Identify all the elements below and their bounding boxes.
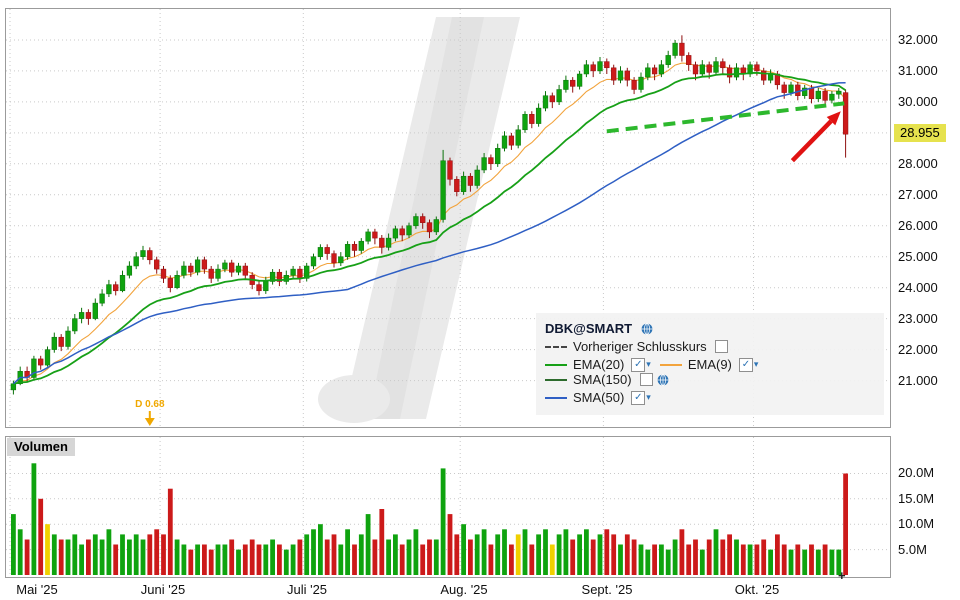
volume-bars xyxy=(11,463,848,575)
price-tick-label: 32.000 xyxy=(898,32,938,47)
price-tick-label: 22.000 xyxy=(898,342,938,357)
prev-close-checkbox[interactable] xyxy=(714,340,728,353)
price-tick-label: 30.000 xyxy=(898,94,938,109)
chevron-down-icon[interactable]: ▾ xyxy=(753,359,759,369)
legend-item-ema9[interactable]: EMA(9) ✓ ▾ xyxy=(659,357,759,372)
price-tick-label: 25.000 xyxy=(898,249,938,264)
legend-label-sma50: SMA(50) xyxy=(573,390,625,405)
ema9-line-sample xyxy=(659,363,682,366)
legend-ma-row: EMA(20) ✓ ▾ EMA(9) ✓ ▾ SMA(150) xyxy=(545,357,875,387)
legend-item-sma50[interactable]: SMA(50) ✓ ▾ xyxy=(545,390,651,405)
volume-panel[interactable]: Volumen xyxy=(5,436,891,578)
volume-tick-label: 5.0M xyxy=(898,542,927,557)
dividend-marker: D 0.68 xyxy=(135,399,165,426)
candles xyxy=(10,35,849,395)
price-tick-label: 23.000 xyxy=(898,311,938,326)
alert-arrow xyxy=(790,111,841,163)
x-axis-month-label: Juni '25 xyxy=(140,582,186,597)
trendline xyxy=(606,101,845,134)
legend-prev-close-row: Vorheriger Schlusskurs xyxy=(545,339,875,354)
x-axis-month-label: Mai '25 xyxy=(16,582,58,597)
sma150-checkbox[interactable] xyxy=(639,373,653,386)
watermark xyxy=(318,17,520,423)
ema20-line-sample xyxy=(545,363,567,366)
x-axis-month-label: Okt. '25 xyxy=(734,582,780,597)
legend-item-ema20[interactable]: EMA(20) ✓ ▾ xyxy=(545,357,651,372)
sma150-line-sample xyxy=(545,378,567,381)
price-tick-label: 28.000 xyxy=(898,156,938,171)
last-price-label: 28.955 xyxy=(894,124,946,142)
legend-title-row: DBK@SMART xyxy=(545,321,875,336)
volume-panel-title: Volumen xyxy=(7,438,75,456)
price-tick-label: 24.000 xyxy=(898,280,938,295)
checkbox-checked-icon[interactable]: ✓ xyxy=(631,357,646,372)
legend-label-sma150: SMA(150) xyxy=(573,372,632,387)
x-axis-month-label: Aug. '25 xyxy=(440,582,488,597)
symbol-title: DBK@SMART xyxy=(545,321,633,336)
price-tick-label: 21.000 xyxy=(898,373,938,388)
volume-tick-label: 20.0M xyxy=(898,465,935,480)
legend-sma50-row: SMA(50) ✓ ▾ xyxy=(545,390,875,405)
x-axis-month-label: Juli '25 xyxy=(286,582,328,597)
checkbox-checked-icon[interactable]: ✓ xyxy=(738,357,753,372)
chevron-down-icon[interactable]: ▾ xyxy=(646,359,651,369)
prev-close-line-sample xyxy=(545,345,567,348)
volume-tick-label: 15.0M xyxy=(898,491,935,506)
sma50-line-sample xyxy=(545,396,567,399)
legend-label-ema20: EMA(20) xyxy=(573,357,625,372)
price-tick-label: 27.000 xyxy=(898,187,938,202)
x-axis-month-label: Sept. '25 xyxy=(581,582,633,597)
globe-icon[interactable] xyxy=(657,373,669,386)
price-tick-label: 26.000 xyxy=(898,218,938,233)
globe-icon[interactable] xyxy=(641,322,653,335)
legend: DBK@SMART Vorheriger Schlusskurs EMA(20)… xyxy=(536,313,884,415)
legend-label-prev-close: Vorheriger Schlusskurs xyxy=(573,339,707,354)
price-panel[interactable]: D 0.68 DBK@SMART Vorheriger Schlusskurs … xyxy=(5,8,891,428)
volume-tick-label: 10.0M xyxy=(898,516,935,531)
legend-item-sma150[interactable]: SMA(150) xyxy=(545,372,669,387)
price-chart[interactable]: D 0.68 xyxy=(6,9,890,427)
volume-chart[interactable] xyxy=(6,437,890,577)
checkbox-checked-icon[interactable]: ✓ xyxy=(631,390,646,405)
svg-text:D 0.68: D 0.68 xyxy=(135,399,165,410)
cursor-marker: + xyxy=(838,568,846,583)
legend-label-ema9: EMA(9) xyxy=(687,357,732,372)
chevron-down-icon[interactable]: ▾ xyxy=(646,392,651,402)
price-tick-label: 31.000 xyxy=(898,63,938,78)
